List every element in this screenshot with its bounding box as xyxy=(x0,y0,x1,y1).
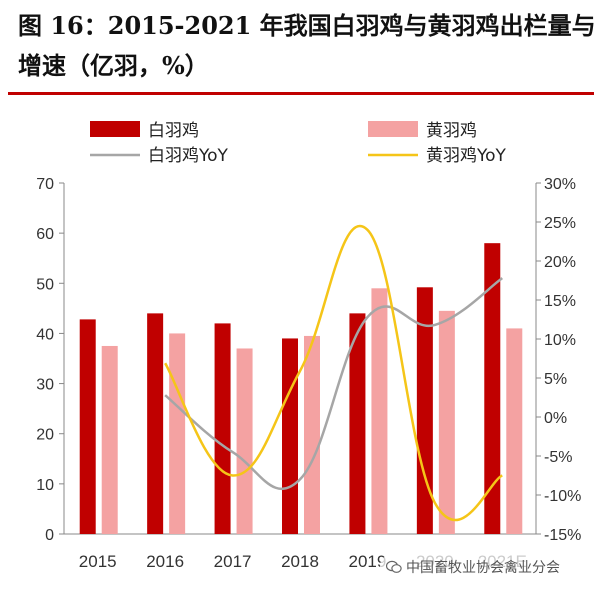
yellow-yoy-line xyxy=(164,225,503,522)
bar-white xyxy=(484,243,501,534)
bar-yellow xyxy=(506,328,523,534)
bar-yellow xyxy=(371,288,388,534)
legend-label-white-yoy: 白羽鸡YoY xyxy=(148,146,229,166)
left-tick-label: 10 xyxy=(36,477,54,494)
right-axis-ticks: -15% -10% -5% 0% 5% 10% 15% 20% 25% 30% xyxy=(536,176,581,544)
right-tick-label: 5% xyxy=(544,371,567,388)
right-tick-label: 10% xyxy=(544,332,576,349)
bar-yellow xyxy=(438,310,455,534)
wechat-icon xyxy=(386,560,402,573)
legend-label-yellow: 黄羽鸡 xyxy=(426,121,477,141)
x-tick-label: 2019 xyxy=(349,552,387,571)
bars xyxy=(79,243,523,534)
bar-yellow xyxy=(169,333,186,534)
right-tick-label: -15% xyxy=(544,527,581,544)
bar-white xyxy=(416,287,433,534)
bar-white xyxy=(147,313,164,534)
title-divider xyxy=(8,92,594,95)
legend: 白羽鸡 黄羽鸡 白羽鸡YoY 黄羽鸡YoY xyxy=(90,121,507,166)
left-tick-label: 0 xyxy=(45,527,54,544)
bar-yellow xyxy=(304,335,320,534)
chart-title: 图 16：2015-2021 年我国白羽鸡与黄羽鸡出栏量与增速（亿羽，%） xyxy=(18,11,596,80)
left-tick-label: 50 xyxy=(36,276,54,293)
x-tick-label: 2017 xyxy=(214,552,252,571)
bar-yellow xyxy=(101,345,118,534)
right-tick-label: 15% xyxy=(544,293,576,310)
bar-yellow xyxy=(236,348,253,534)
legend-label-yellow-yoy: 黄羽鸡YoY xyxy=(426,146,507,166)
right-tick-label: -5% xyxy=(544,449,572,466)
x-tick-label: 2016 xyxy=(146,552,184,571)
bar-white xyxy=(79,319,96,534)
left-axis-ticks: 0 10 20 30 40 50 60 70 xyxy=(36,176,64,544)
right-tick-label: -10% xyxy=(544,488,581,505)
legend-swatch-white-bar xyxy=(90,121,140,137)
x-tick-label: 2018 xyxy=(281,552,319,571)
legend-label-white: 白羽鸡 xyxy=(148,121,199,141)
bar-white xyxy=(349,313,366,534)
white-yoy-line xyxy=(164,277,504,491)
left-tick-label: 30 xyxy=(36,377,54,394)
right-tick-label: 25% xyxy=(544,215,576,232)
bar-white xyxy=(214,323,231,534)
yoy-lines xyxy=(164,225,504,522)
bar-white xyxy=(282,338,298,534)
left-tick-label: 70 xyxy=(36,176,54,193)
x-tick-label: 2015 xyxy=(79,552,117,571)
legend-swatch-yellow-bar xyxy=(368,121,418,137)
right-tick-label: 20% xyxy=(544,254,576,271)
right-tick-label: 30% xyxy=(544,176,576,193)
left-tick-label: 20 xyxy=(36,427,54,444)
left-tick-label: 60 xyxy=(36,226,54,243)
watermark: 中国畜牧业协会禽业分会 xyxy=(380,554,568,579)
left-tick-label: 40 xyxy=(36,326,54,343)
right-tick-label: 0% xyxy=(544,410,567,427)
watermark-text: 中国畜牧业协会禽业分会 xyxy=(406,560,560,576)
